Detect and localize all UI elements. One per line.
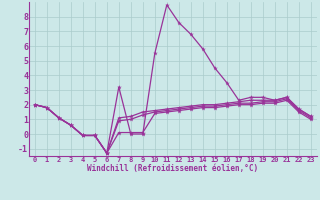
- X-axis label: Windchill (Refroidissement éolien,°C): Windchill (Refroidissement éolien,°C): [87, 164, 258, 173]
